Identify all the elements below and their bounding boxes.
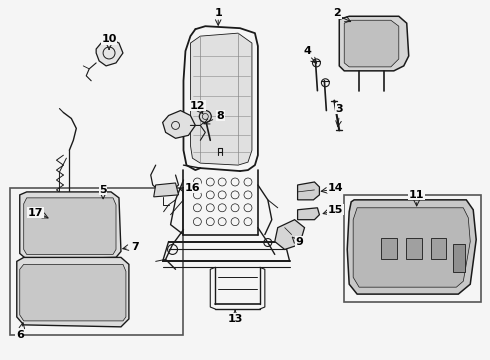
Polygon shape: [297, 208, 319, 220]
Text: 3: 3: [336, 104, 343, 113]
Text: 8: 8: [216, 111, 224, 121]
Text: 2: 2: [333, 8, 341, 18]
Polygon shape: [154, 183, 178, 197]
Text: 7: 7: [131, 243, 139, 252]
Text: 9: 9: [295, 237, 303, 247]
Text: 5: 5: [99, 185, 107, 195]
Polygon shape: [353, 208, 470, 287]
Text: 15: 15: [328, 205, 343, 215]
Bar: [406, 238, 421, 260]
Polygon shape: [297, 182, 319, 200]
Polygon shape: [347, 200, 476, 294]
Bar: [381, 238, 397, 260]
Polygon shape: [20, 264, 126, 321]
Text: 16: 16: [185, 183, 200, 193]
Text: 11: 11: [409, 190, 424, 200]
Text: 4: 4: [304, 46, 312, 56]
Polygon shape: [17, 257, 129, 327]
Polygon shape: [275, 220, 305, 249]
Text: 10: 10: [101, 34, 117, 44]
Circle shape: [199, 111, 211, 122]
Text: 17: 17: [28, 208, 44, 218]
Text: 1: 1: [214, 8, 222, 18]
Polygon shape: [344, 20, 399, 67]
Polygon shape: [49, 210, 99, 231]
Text: 6: 6: [16, 330, 24, 340]
Polygon shape: [339, 16, 409, 71]
Text: 12: 12: [190, 100, 205, 111]
Polygon shape: [24, 198, 116, 255]
Polygon shape: [191, 33, 252, 165]
Text: 13: 13: [227, 314, 243, 324]
Polygon shape: [20, 192, 121, 260]
Bar: [10, 188, 183, 335]
Bar: [453, 244, 465, 272]
Text: 14: 14: [327, 183, 343, 193]
Polygon shape: [96, 39, 123, 66]
Polygon shape: [163, 111, 196, 138]
Bar: [344, 195, 481, 302]
Bar: [431, 238, 446, 260]
